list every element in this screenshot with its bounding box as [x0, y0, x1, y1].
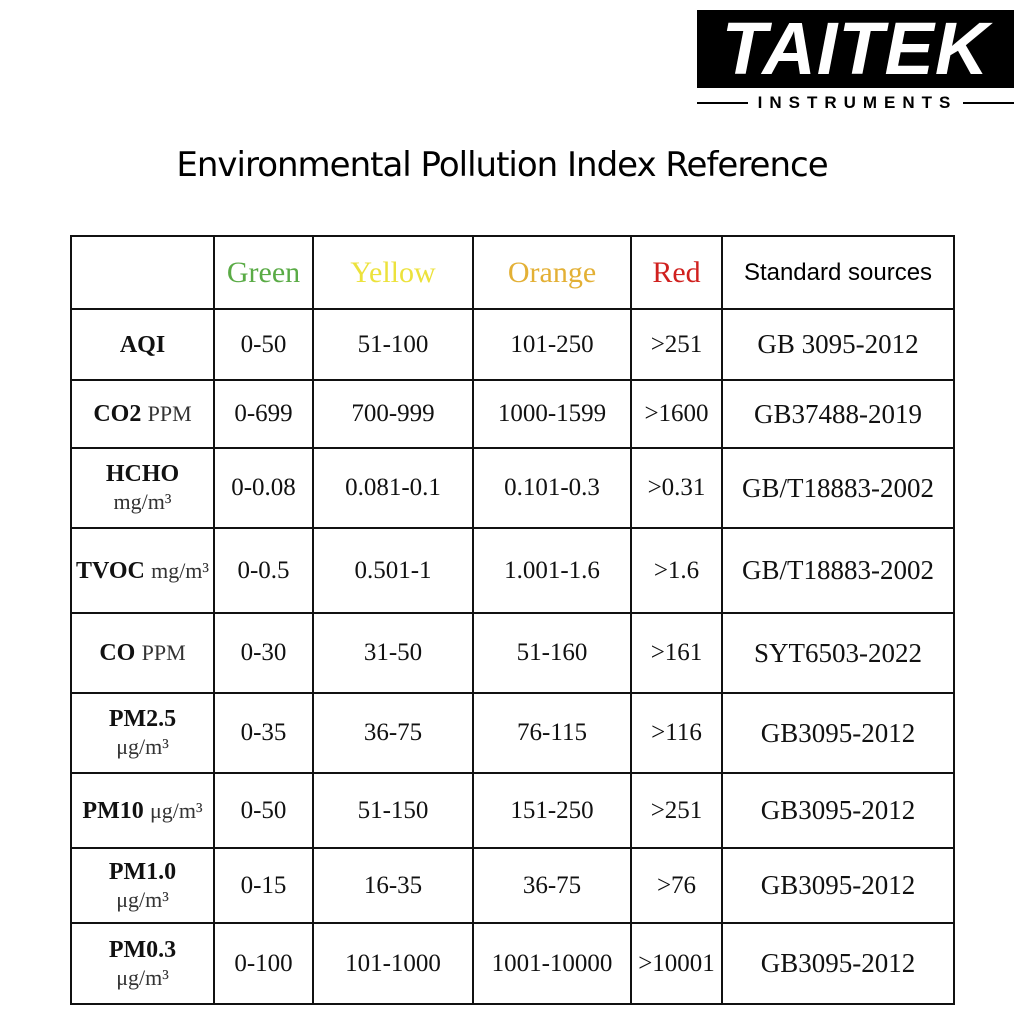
title: Environmental Pollution Index Reference	[176, 145, 828, 185]
cell: 51-100	[312, 308, 474, 381]
cell: 31-50	[312, 612, 474, 694]
logo-brand: TAITEK	[697, 10, 1014, 88]
data-row: PM2.5 μg/m³ 0-35 36-75 76-115 >116 GB3095-2012	[70, 692, 955, 774]
cell: GB3095-2012	[721, 692, 955, 774]
header-cell: Yellow	[312, 235, 474, 310]
cell: 0-0.5	[213, 527, 314, 614]
data-row: AQI 0-50 51-100 101-250 >251 GB 3095-2012	[70, 308, 955, 381]
row-name: PM2.5	[108, 706, 177, 732]
cell: 0-50	[213, 308, 314, 381]
row-label: TVOC mg/m³	[70, 527, 215, 614]
cell: GB3095-2012	[721, 922, 955, 1005]
cell: 0-35	[213, 692, 314, 774]
cell: GB3095-2012	[721, 772, 955, 849]
row-label: CO2 PPM	[70, 379, 215, 449]
row-label: CO PPM	[70, 612, 215, 694]
header-cell: Orange	[472, 235, 632, 310]
rule	[697, 102, 748, 104]
row-name: CO2	[93, 401, 142, 427]
header-cell: Standard sources	[721, 235, 955, 310]
row-unit: μg/m³	[149, 797, 203, 823]
cell: 36-75	[312, 692, 474, 774]
logo-sub: INSTRUMENTS	[697, 93, 1014, 113]
cell: 101-250	[472, 308, 632, 381]
cell: 151-250	[472, 772, 632, 849]
cell: 0-50	[213, 772, 314, 849]
cell: 0.101-0.3	[472, 447, 632, 529]
cell: 0-100	[213, 922, 314, 1005]
row-name: PM0.3	[108, 936, 177, 963]
data-row: CO PPM 0-30 31-50 51-160 >161 SYT6503-2022	[70, 612, 955, 694]
data-row: PM0.3 μg/m³ 0-100 101-1000 1001-10000 >10001 G…	[70, 922, 955, 1005]
cell: 36-75	[472, 847, 632, 924]
cell: >10001	[630, 922, 723, 1005]
cell: GB37488-2019	[721, 379, 955, 449]
row-unit: μg/m³	[116, 964, 169, 990]
row-unit: μg/m³	[116, 734, 169, 759]
data-row: TVOC mg/m³ 0-0.5 0.501-1 1.001-1.6 >1.6 GB/T1…	[70, 527, 955, 614]
corner-cell	[70, 235, 215, 310]
row-label: PM1.0 μg/m³	[70, 847, 215, 924]
row-unit: mg/m³	[113, 489, 172, 514]
row-unit: PPM	[141, 640, 186, 665]
data-row: CO2 PPM 0-699 700-999 1000-1599 >1600 GB37488…	[70, 379, 955, 449]
cell: 16-35	[312, 847, 474, 924]
cell: >1.6	[630, 527, 723, 614]
data-row: PM10 μg/m³ 0-50 51-150 151-250 >251 GB3095-20…	[70, 772, 955, 849]
cell: GB3095-2012	[721, 847, 955, 924]
cell: 51-160	[472, 612, 632, 694]
header-cell: Red	[630, 235, 723, 310]
row-name: PM1.0	[108, 858, 177, 885]
cell: 0.501-1	[312, 527, 474, 614]
row-label: PM10 μg/m³	[70, 772, 215, 849]
data-row: PM1.0 μg/m³ 0-15 16-35 36-75 >76 GB3095-2012	[70, 847, 955, 924]
cell: GB/T18883-2002	[721, 447, 955, 529]
cell: SYT6503-2022	[721, 612, 955, 694]
logo-sub-text: INSTRUMENTS	[757, 93, 958, 112]
cell: 76-115	[472, 692, 632, 774]
row-label: AQI	[70, 308, 215, 381]
header-cell: Green	[213, 235, 314, 310]
row-name: PM10	[82, 797, 144, 824]
cell: GB/T18883-2002	[721, 527, 955, 614]
cell: 101-1000	[312, 922, 474, 1005]
row-name: AQI	[119, 331, 166, 358]
cell: 0-15	[213, 847, 314, 924]
cell: 51-150	[312, 772, 474, 849]
cell: 0-0.08	[213, 447, 314, 529]
rule	[963, 102, 1014, 104]
cell: 0.081-0.1	[312, 447, 474, 529]
cell: >251	[630, 772, 723, 849]
row-name: HCHO	[105, 461, 180, 487]
row-name: TVOC	[75, 557, 145, 584]
reference-table: Green Yellow Orange Red Standard sources AQI 0…	[70, 235, 955, 1005]
cell: >1600	[630, 379, 723, 449]
header-row: Green Yellow Orange Red Standard sources	[70, 235, 955, 310]
cell: 700-999	[312, 379, 474, 449]
data-row: HCHO mg/m³ 0-0.08 0.081-0.1 0.101-0.3 >0.31 GB…	[70, 447, 955, 529]
cell: >161	[630, 612, 723, 694]
cell: >76	[630, 847, 723, 924]
cell: 1000-1599	[472, 379, 632, 449]
cell: >0.31	[630, 447, 723, 529]
row-label: HCHO mg/m³	[70, 447, 215, 529]
row-unit: mg/m³	[151, 557, 210, 583]
cell: 0-699	[213, 379, 314, 449]
row-unit: PPM	[147, 401, 192, 426]
cell: GB 3095-2012	[721, 308, 955, 381]
cell: 0-30	[213, 612, 314, 694]
row-unit: μg/m³	[116, 886, 169, 912]
row-label: PM2.5 μg/m³	[70, 692, 215, 774]
cell: >251	[630, 308, 723, 381]
cell: >116	[630, 692, 723, 774]
cell: 1001-10000	[472, 922, 632, 1005]
row-label: PM0.3 μg/m³	[70, 922, 215, 1005]
row-name: CO	[99, 640, 136, 666]
cell: 1.001-1.6	[472, 527, 632, 614]
